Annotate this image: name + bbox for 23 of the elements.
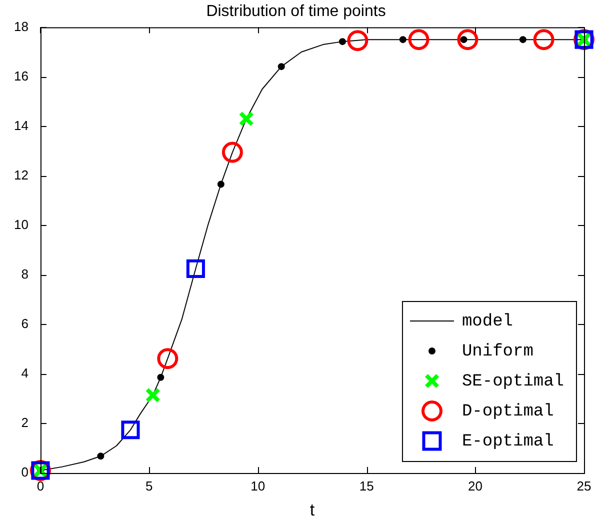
legend-label: E-optimal — [462, 432, 554, 452]
y-tick-label: 6 — [21, 316, 28, 331]
x-tick-label: 20 — [468, 478, 483, 494]
chart-title: Distribution of time points — [206, 3, 386, 20]
y-tick-label: 18 — [14, 18, 28, 34]
y-tick-label: 14 — [14, 118, 28, 133]
legend-label: model — [462, 312, 513, 332]
y-tick-label: 8 — [21, 266, 28, 282]
legend-label: SE-optimal — [462, 372, 564, 392]
x-tick-label: 25 — [576, 478, 592, 494]
x-tick-label: 0 — [36, 478, 44, 494]
x-axis-title: t — [310, 500, 315, 520]
x-tick-label: 10 — [250, 478, 266, 494]
legend-label: D-optimal — [462, 402, 554, 422]
y-tick-label: 16 — [14, 68, 28, 84]
legend-label: Uniform — [462, 342, 534, 362]
x-tick-label: 15 — [359, 478, 374, 494]
y-tick-label: 12 — [14, 167, 28, 182]
y-tick-label: 2 — [21, 415, 28, 430]
y-tick-label: 4 — [21, 366, 28, 381]
y-tick-label: 10 — [14, 216, 28, 232]
x-tick-label: 5 — [146, 478, 153, 494]
y-tick-label: 0 — [21, 464, 28, 480]
